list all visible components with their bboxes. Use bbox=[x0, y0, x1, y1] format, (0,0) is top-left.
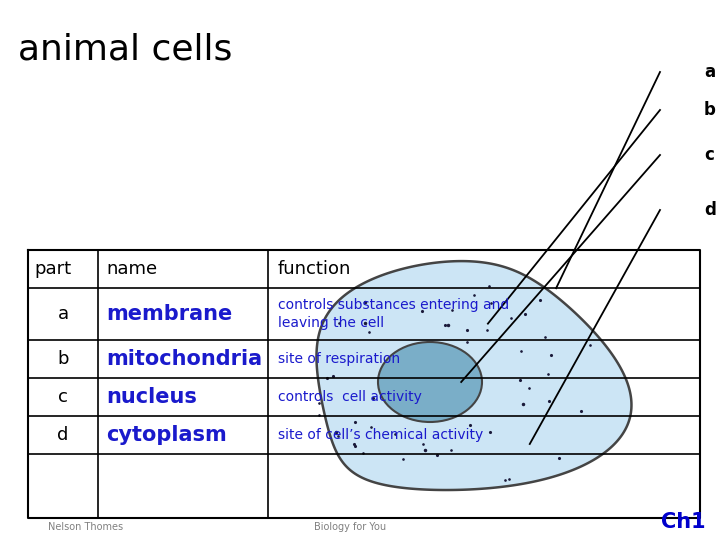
Text: c: c bbox=[704, 146, 714, 164]
Text: a: a bbox=[704, 63, 715, 81]
Text: Biology for You: Biology for You bbox=[314, 522, 386, 532]
Text: Nelson Thomes: Nelson Thomes bbox=[48, 522, 123, 532]
Text: Ch1: Ch1 bbox=[662, 512, 706, 532]
Text: d: d bbox=[704, 201, 716, 219]
Text: site of cell’s chemical activity: site of cell’s chemical activity bbox=[278, 428, 483, 442]
Text: c: c bbox=[58, 388, 68, 406]
Text: nucleus: nucleus bbox=[106, 387, 197, 407]
Text: site of respiration: site of respiration bbox=[278, 352, 400, 366]
Ellipse shape bbox=[378, 342, 482, 422]
Text: controls substances entering and
leaving the cell: controls substances entering and leaving… bbox=[278, 298, 509, 329]
Text: controls  cell activity: controls cell activity bbox=[278, 390, 422, 404]
Polygon shape bbox=[317, 261, 631, 490]
Text: cytoplasm: cytoplasm bbox=[106, 425, 227, 445]
Text: part: part bbox=[34, 260, 71, 278]
Text: d: d bbox=[58, 426, 68, 444]
Text: animal cells: animal cells bbox=[18, 33, 233, 67]
Text: name: name bbox=[106, 260, 157, 278]
Text: b: b bbox=[704, 101, 716, 119]
Text: b: b bbox=[58, 350, 68, 368]
Text: membrane: membrane bbox=[106, 304, 233, 324]
Text: a: a bbox=[58, 305, 68, 323]
Text: mitochondria: mitochondria bbox=[106, 349, 262, 369]
Text: function: function bbox=[278, 260, 351, 278]
